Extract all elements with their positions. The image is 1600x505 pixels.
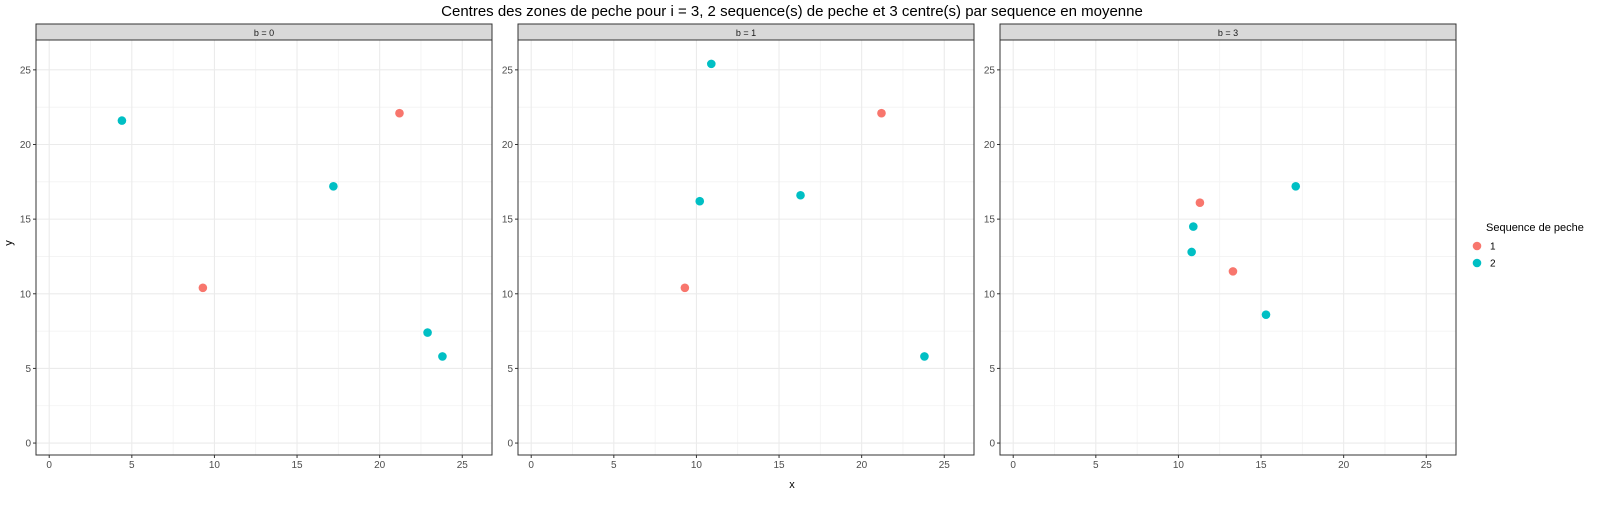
data-point bbox=[796, 190, 805, 200]
legend: Sequence de peche 1 2 bbox=[1472, 222, 1584, 270]
panel-border bbox=[35, 39, 493, 456]
plot-background bbox=[518, 40, 974, 455]
data-point bbox=[1189, 222, 1198, 231]
chart-title: Centres des zones de peche pour i = 3, 2… bbox=[441, 3, 1143, 20]
facet-strip-label: b = 3 bbox=[1218, 28, 1238, 38]
facet-strip-label: b = 0 bbox=[254, 28, 274, 38]
legend-label: 1 bbox=[1490, 242, 1496, 253]
y-tick-label: 5 bbox=[989, 364, 995, 375]
data-point bbox=[695, 196, 705, 206]
data-point bbox=[1291, 181, 1301, 191]
y-tick-label: 25 bbox=[20, 65, 32, 76]
data-point bbox=[707, 59, 716, 69]
x-tick-label: 25 bbox=[939, 460, 951, 471]
y-tick-label: 0 bbox=[989, 439, 995, 450]
x-tick-label: 5 bbox=[129, 460, 135, 471]
y-tick-label: 10 bbox=[20, 289, 32, 300]
x-tick-label: 0 bbox=[1010, 460, 1016, 471]
x-tick-label: 20 bbox=[856, 460, 868, 471]
y-axis-title: y bbox=[3, 240, 15, 246]
x-axis-title: x bbox=[789, 479, 795, 491]
facet-strip-label: b = 1 bbox=[736, 28, 756, 38]
x-tick-label: 20 bbox=[1338, 460, 1350, 471]
gridlines bbox=[518, 40, 974, 455]
gridlines bbox=[1000, 40, 1456, 455]
plot-background bbox=[36, 40, 492, 455]
x-tick-label: 5 bbox=[1093, 460, 1099, 471]
gridlines bbox=[36, 40, 492, 455]
x-tick-label: 15 bbox=[773, 460, 785, 471]
legend-label: 2 bbox=[1490, 259, 1496, 270]
y-tick-label: 20 bbox=[502, 140, 514, 151]
y-tick-label: 25 bbox=[984, 65, 996, 76]
x-tick-label: 25 bbox=[1421, 460, 1433, 471]
x-tick-label: 25 bbox=[457, 460, 469, 471]
x-tick-label: 20 bbox=[374, 460, 386, 471]
y-tick-label: 10 bbox=[984, 289, 996, 300]
facet-panel: b = 0 0 5 10 15 20 25 0 5 10 15 20 25 bbox=[20, 23, 493, 471]
data-point bbox=[423, 328, 432, 337]
data-point bbox=[1228, 267, 1238, 276]
panel-border bbox=[517, 39, 975, 456]
y-tick-label: 15 bbox=[984, 215, 996, 226]
data-point bbox=[329, 181, 338, 191]
data-point bbox=[877, 108, 886, 118]
y-tick-label: 25 bbox=[502, 65, 514, 76]
y-tick-label: 15 bbox=[20, 215, 32, 226]
legend-title: Sequence de peche bbox=[1486, 222, 1584, 234]
facet-panel: b = 1 0 5 10 15 20 25 0 5 10 15 20 25 bbox=[502, 23, 975, 471]
x-tick-label: 15 bbox=[291, 460, 303, 471]
y-tick-label: 5 bbox=[507, 364, 513, 375]
y-tick-label: 20 bbox=[20, 140, 32, 151]
legend-key bbox=[1472, 241, 1482, 251]
x-tick-label: 10 bbox=[1173, 460, 1185, 471]
x-tick-label: 0 bbox=[528, 460, 534, 471]
data-point bbox=[395, 108, 404, 118]
data-point bbox=[438, 352, 447, 361]
data-point bbox=[1187, 247, 1196, 257]
x-tick-label: 10 bbox=[691, 460, 703, 471]
facet-panel: b = 3 0 5 10 15 20 25 0 5 10 15 20 25 bbox=[984, 23, 1457, 471]
x-tick-label: 15 bbox=[1255, 460, 1267, 471]
data-point bbox=[1195, 198, 1205, 208]
y-tick-label: 0 bbox=[25, 439, 31, 450]
y-tick-label: 5 bbox=[25, 364, 31, 375]
y-tick-label: 20 bbox=[984, 140, 996, 151]
y-tick-label: 15 bbox=[502, 215, 514, 226]
x-tick-label: 10 bbox=[209, 460, 221, 471]
panel-border bbox=[999, 39, 1457, 456]
data-point bbox=[117, 116, 127, 125]
data-point bbox=[680, 283, 690, 293]
y-tick-label: 10 bbox=[502, 289, 514, 300]
x-tick-label: 0 bbox=[46, 460, 52, 471]
data-point bbox=[198, 283, 208, 293]
y-tick-label: 0 bbox=[507, 439, 513, 450]
x-tick-label: 5 bbox=[611, 460, 617, 471]
data-point bbox=[1261, 310, 1271, 319]
data-point bbox=[920, 352, 929, 361]
panels: b = 0 0 5 10 15 20 25 0 5 10 15 20 25 b = 1 0 5 10 15 20 25… bbox=[20, 23, 1457, 471]
legend-key bbox=[1472, 258, 1482, 268]
plot-background bbox=[1000, 40, 1456, 455]
